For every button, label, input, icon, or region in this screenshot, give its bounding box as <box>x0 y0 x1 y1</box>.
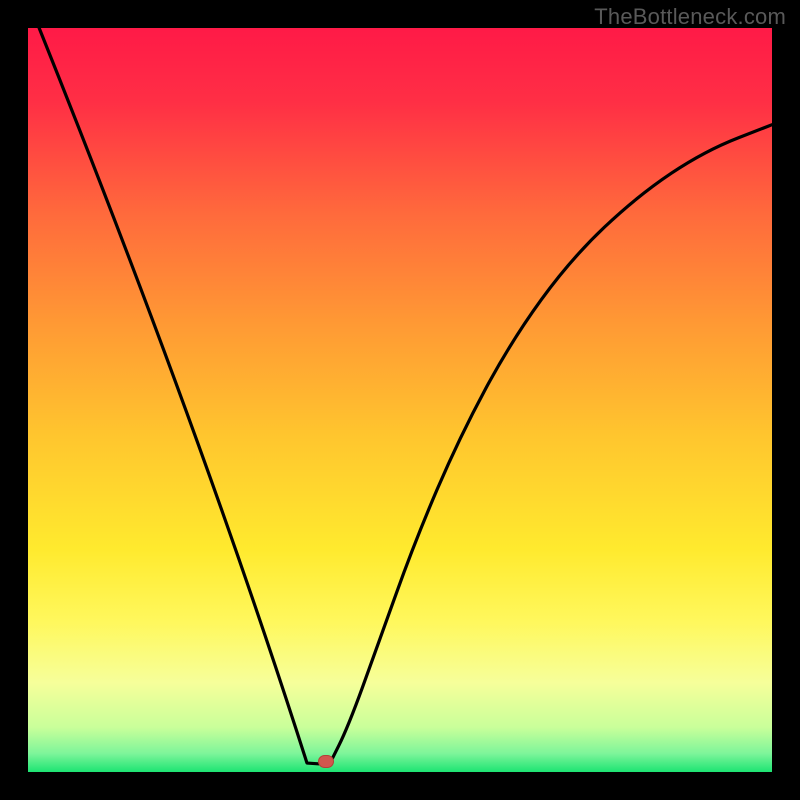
chart-frame: TheBottleneck.com <box>0 0 800 800</box>
plot-background-gradient <box>28 28 772 772</box>
plot-area <box>28 28 772 772</box>
watermark-text: TheBottleneck.com <box>594 4 786 30</box>
optimal-point-marker <box>318 755 334 768</box>
